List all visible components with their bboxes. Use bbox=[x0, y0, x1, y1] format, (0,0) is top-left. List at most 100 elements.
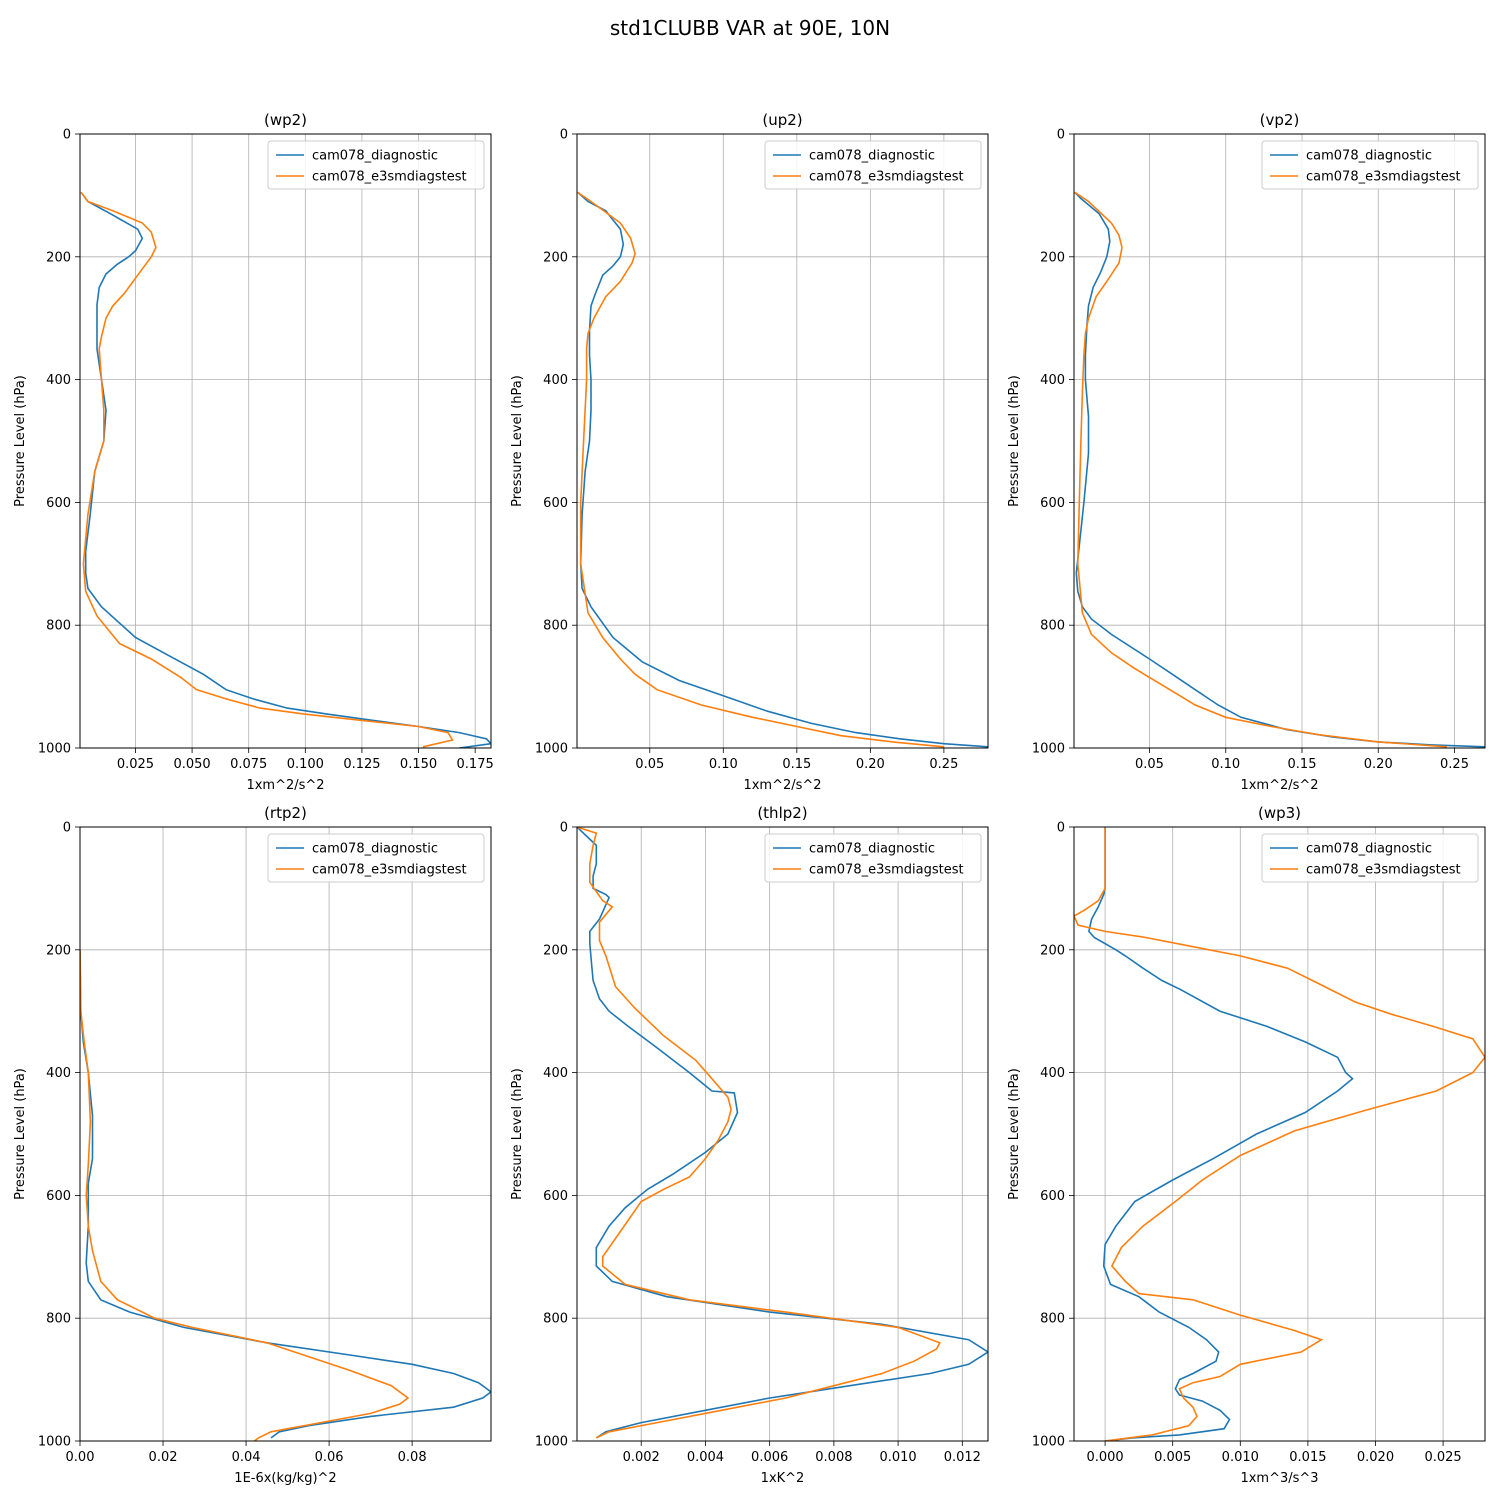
x-tick-label: 0.10 bbox=[1211, 757, 1240, 772]
plot-frame bbox=[1073, 826, 1486, 1442]
x-tick-label: 0.010 bbox=[879, 1450, 916, 1465]
x-axis-label: 1xK^2 bbox=[761, 1471, 805, 1486]
y-tick-label: 0 bbox=[63, 128, 71, 143]
y-tick-label: 200 bbox=[46, 250, 71, 265]
panel-4: 0.002 0.004 0.006 0.008 0.010 0.012 0 200 400 600… bbox=[510, 804, 989, 1486]
y-tick-label: 0 bbox=[63, 821, 71, 836]
legend-entry: cam078_e3smdiagstest bbox=[312, 170, 467, 185]
y-tick-label: 400 bbox=[46, 1066, 71, 1081]
y-tick-label: 0 bbox=[1057, 128, 1065, 143]
y-axis-label: Pressure Level (hPa) bbox=[510, 1068, 525, 1200]
y-tick-label: 400 bbox=[46, 373, 71, 388]
legend: cam078_diagnostic cam078_e3smdiagstest bbox=[764, 833, 982, 883]
y-tick-label: 1000 bbox=[1032, 742, 1065, 757]
series-line-1 bbox=[577, 827, 941, 1439]
y-tick-label: 800 bbox=[543, 1312, 568, 1327]
x-tick-label: 0.025 bbox=[1424, 1450, 1461, 1465]
x-tick-label: 0.05 bbox=[635, 757, 664, 772]
y-tick-label: 1000 bbox=[38, 742, 71, 757]
series-line-1 bbox=[577, 191, 944, 748]
y-tick-label: 0 bbox=[560, 128, 568, 143]
y-tick-label: 200 bbox=[543, 250, 568, 265]
panel-3: 0.00 0.02 0.04 0.06 0.08 0 200 400 600 800 1000 (rt… bbox=[13, 804, 492, 1486]
y-axis-label: Pressure Level (hPa) bbox=[13, 1068, 28, 1200]
x-tick-label: 0.150 bbox=[400, 757, 437, 772]
panel-title: (thlp2) bbox=[757, 804, 807, 822]
x-tick-label: 0.050 bbox=[173, 757, 210, 772]
x-axis-label: 1xm^3/s^3 bbox=[1240, 1471, 1318, 1486]
x-tick-label: 0.25 bbox=[1440, 757, 1469, 772]
panel-title: (wp3) bbox=[1258, 804, 1301, 822]
x-tick-label: 0.15 bbox=[782, 757, 811, 772]
legend-entry: cam078_diagnostic bbox=[1306, 149, 1432, 164]
y-tick-label: 800 bbox=[1040, 1312, 1065, 1327]
series-line-1 bbox=[1074, 827, 1485, 1441]
series-line-1 bbox=[1074, 191, 1447, 748]
panel-title: (rtp2) bbox=[264, 804, 307, 822]
x-tick-label: 0.015 bbox=[1289, 1450, 1326, 1465]
y-tick-label: 600 bbox=[46, 1189, 71, 1204]
figure-title: std1CLUBB VAR at 90E, 10N bbox=[609, 16, 891, 40]
x-tick-label: 0.10 bbox=[709, 757, 738, 772]
panel-0: 0.025 0.050 0.075 0.100 0.125 0.150 0.175 0 200 4… bbox=[13, 111, 494, 793]
x-tick-label: 0.05 bbox=[1135, 757, 1164, 772]
x-tick-label: 0.02 bbox=[149, 1450, 178, 1465]
legend-box bbox=[1261, 833, 1479, 883]
legend-box bbox=[764, 833, 982, 883]
plot-frame bbox=[576, 133, 989, 749]
legend: cam078_diagnostic cam078_e3smdiagstest bbox=[267, 833, 485, 883]
y-tick-label: 600 bbox=[543, 1189, 568, 1204]
y-tick-label: 400 bbox=[1040, 373, 1065, 388]
series-line-0 bbox=[577, 827, 988, 1439]
y-tick-label: 400 bbox=[543, 1066, 568, 1081]
series-line-0 bbox=[80, 191, 491, 748]
y-tick-label: 200 bbox=[1040, 250, 1065, 265]
x-axis-label: 1E-6x(kg/kg)^2 bbox=[234, 1471, 336, 1486]
x-tick-label: 0.20 bbox=[1364, 757, 1393, 772]
x-tick-label: 0.100 bbox=[287, 757, 324, 772]
x-tick-label: 0.20 bbox=[856, 757, 885, 772]
y-tick-label: 1000 bbox=[1032, 1435, 1065, 1450]
legend-entry: cam078_diagnostic bbox=[1306, 842, 1432, 857]
x-axis-label: 1xm^2/s^2 bbox=[1240, 778, 1318, 793]
panel-title: (up2) bbox=[762, 111, 802, 129]
y-tick-label: 600 bbox=[1040, 1189, 1065, 1204]
y-axis-label: Pressure Level (hPa) bbox=[1007, 1068, 1022, 1200]
legend-entry: cam078_diagnostic bbox=[809, 149, 935, 164]
plot-frame bbox=[79, 826, 492, 1442]
x-tick-label: 0.125 bbox=[343, 757, 380, 772]
x-tick-label: 0.025 bbox=[117, 757, 154, 772]
x-tick-label: 0.175 bbox=[457, 757, 494, 772]
x-axis-label: 1xm^2/s^2 bbox=[743, 778, 821, 793]
y-tick-label: 800 bbox=[543, 619, 568, 634]
legend: cam078_diagnostic cam078_e3smdiagstest bbox=[1261, 140, 1479, 190]
series-line-1 bbox=[80, 191, 454, 748]
legend-box bbox=[764, 140, 982, 190]
y-tick-label: 200 bbox=[1040, 943, 1065, 958]
y-tick-label: 400 bbox=[1040, 1066, 1065, 1081]
legend-entry: cam078_diagnostic bbox=[809, 842, 935, 857]
y-tick-label: 200 bbox=[543, 943, 568, 958]
legend-box bbox=[267, 833, 485, 883]
panel-5: 0.000 0.005 0.010 0.015 0.020 0.025 0 200 400 600… bbox=[1007, 804, 1486, 1486]
legend-entry: cam078_e3smdiagstest bbox=[809, 170, 964, 185]
y-axis-label: Pressure Level (hPa) bbox=[510, 375, 525, 507]
y-axis-label: Pressure Level (hPa) bbox=[13, 375, 28, 507]
series-line-0 bbox=[1088, 827, 1354, 1441]
y-tick-label: 800 bbox=[1040, 619, 1065, 634]
plot-frame bbox=[1073, 133, 1486, 749]
y-tick-label: 600 bbox=[1040, 496, 1065, 511]
y-tick-label: 800 bbox=[46, 1312, 71, 1327]
x-tick-label: 0.012 bbox=[944, 1450, 981, 1465]
legend-entry: cam078_e3smdiagstest bbox=[1306, 170, 1461, 185]
y-axis-label: Pressure Level (hPa) bbox=[1007, 375, 1022, 507]
x-tick-label: 0.020 bbox=[1357, 1450, 1394, 1465]
x-tick-label: 0.000 bbox=[1086, 1450, 1123, 1465]
x-tick-label: 0.15 bbox=[1288, 757, 1317, 772]
legend-box bbox=[1261, 140, 1479, 190]
x-tick-label: 0.010 bbox=[1222, 1450, 1259, 1465]
x-tick-label: 0.075 bbox=[230, 757, 267, 772]
y-tick-label: 800 bbox=[46, 619, 71, 634]
x-tick-label: 0.06 bbox=[315, 1450, 344, 1465]
